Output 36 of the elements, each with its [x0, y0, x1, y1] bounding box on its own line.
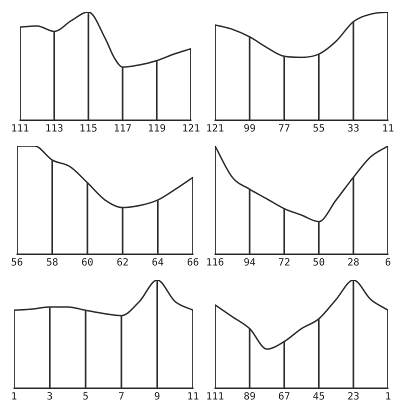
x-tick-label: 50: [312, 258, 325, 269]
x-tick-label: 45: [312, 392, 325, 403]
x-tick-label: 66: [186, 258, 200, 269]
x-tick-label: 7: [118, 392, 124, 403]
x-tick-label: 62: [116, 258, 129, 269]
x-tick-label: 6: [384, 258, 392, 269]
x-tick-label: 72: [278, 258, 290, 269]
x-tick-label: 67: [278, 392, 290, 403]
x-tick-label: 89: [244, 392, 256, 403]
x-tick-label: 99: [244, 124, 256, 135]
x-tick-label: 116: [206, 258, 224, 269]
x-tick-label: 117: [114, 124, 132, 135]
x-tick-label: 115: [79, 124, 98, 135]
x-tick-label: 121: [206, 124, 224, 135]
x-tick-label: 11: [382, 124, 394, 135]
x-tick-label: 5: [82, 392, 89, 403]
x-tick-label: 60: [81, 258, 94, 269]
x-tick-label: 55: [312, 124, 325, 135]
x-tick-label: 111: [11, 124, 30, 135]
x-tick-label: 56: [10, 258, 24, 269]
x-tick-label: 58: [46, 258, 58, 269]
x-tick-label: 113: [45, 124, 64, 135]
x-tick-label: 11: [186, 392, 200, 403]
x-tick-label: 23: [347, 392, 360, 403]
x-tick-label: 9: [154, 392, 160, 403]
x-tick-label: 1: [10, 392, 18, 403]
x-tick-label: 1: [384, 392, 392, 403]
x-tick-label: 33: [347, 124, 360, 135]
x-tick-label: 77: [278, 124, 290, 135]
x-tick-label: 111: [206, 392, 224, 403]
x-tick-label: 121: [182, 124, 200, 135]
x-tick-label: 119: [148, 124, 166, 135]
x-tick-label: 64: [152, 258, 164, 269]
x-tick-label: 94: [244, 258, 256, 269]
x-tick-label: 3: [46, 392, 53, 403]
x-tick-label: 28: [347, 258, 360, 269]
